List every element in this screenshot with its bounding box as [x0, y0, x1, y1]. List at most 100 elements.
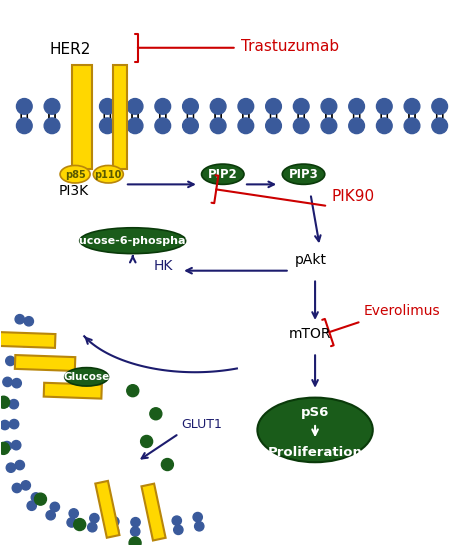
Circle shape [293, 118, 308, 134]
Circle shape [31, 493, 40, 502]
Circle shape [12, 483, 21, 492]
Circle shape [431, 118, 447, 134]
Text: Everolimus: Everolimus [363, 304, 439, 318]
Circle shape [173, 525, 182, 535]
Circle shape [150, 408, 162, 420]
Circle shape [126, 385, 138, 397]
Text: p110: p110 [94, 170, 122, 180]
Circle shape [24, 317, 33, 326]
Text: Trastuzumab: Trastuzumab [241, 39, 338, 54]
Circle shape [210, 118, 225, 134]
Circle shape [375, 118, 391, 134]
Text: HER2: HER2 [50, 42, 91, 57]
Polygon shape [0, 332, 56, 348]
Ellipse shape [60, 165, 90, 183]
Circle shape [9, 400, 19, 409]
Circle shape [12, 378, 21, 388]
Ellipse shape [64, 367, 108, 386]
Circle shape [50, 502, 59, 512]
Circle shape [69, 509, 78, 518]
Text: pS6: pS6 [300, 406, 329, 419]
Circle shape [15, 358, 24, 367]
Circle shape [88, 523, 97, 532]
Circle shape [193, 513, 202, 522]
Circle shape [15, 314, 25, 324]
Circle shape [3, 377, 12, 387]
Polygon shape [141, 484, 165, 541]
Circle shape [403, 98, 419, 114]
Circle shape [348, 98, 363, 114]
Circle shape [6, 463, 15, 472]
Circle shape [403, 118, 419, 134]
Circle shape [0, 420, 9, 430]
Circle shape [34, 493, 46, 505]
Circle shape [129, 537, 141, 546]
Circle shape [155, 98, 170, 114]
Circle shape [72, 98, 88, 114]
Circle shape [130, 527, 139, 536]
Polygon shape [15, 355, 75, 371]
Circle shape [109, 526, 119, 536]
Circle shape [44, 98, 60, 114]
Circle shape [67, 518, 76, 527]
Circle shape [210, 98, 225, 114]
Circle shape [151, 527, 161, 537]
Circle shape [155, 118, 170, 134]
Circle shape [127, 118, 143, 134]
Text: GLUT1: GLUT1 [181, 418, 222, 431]
Circle shape [100, 118, 115, 134]
Circle shape [152, 518, 161, 527]
Text: PIP3: PIP3 [288, 168, 318, 181]
Circle shape [0, 398, 9, 407]
Circle shape [46, 511, 55, 520]
Circle shape [15, 460, 25, 470]
Circle shape [238, 98, 253, 114]
Text: PI3K: PI3K [59, 185, 89, 198]
Circle shape [238, 118, 253, 134]
Circle shape [19, 337, 29, 347]
Ellipse shape [257, 397, 372, 462]
Circle shape [320, 118, 336, 134]
Circle shape [74, 519, 86, 531]
Circle shape [182, 98, 198, 114]
Circle shape [16, 118, 32, 134]
Circle shape [10, 335, 19, 345]
Circle shape [265, 98, 281, 114]
Ellipse shape [282, 164, 324, 185]
Circle shape [2, 441, 12, 451]
Circle shape [16, 98, 32, 114]
Ellipse shape [93, 165, 123, 183]
Circle shape [72, 118, 88, 134]
Ellipse shape [201, 164, 244, 185]
Circle shape [12, 441, 21, 450]
Text: HK: HK [153, 259, 173, 273]
Circle shape [0, 396, 10, 408]
Circle shape [375, 98, 391, 114]
Text: PIK90: PIK90 [331, 189, 374, 204]
Polygon shape [95, 481, 119, 538]
Circle shape [320, 98, 336, 114]
Circle shape [21, 480, 31, 490]
Circle shape [172, 516, 181, 525]
Circle shape [6, 357, 15, 366]
Circle shape [9, 419, 19, 429]
Circle shape [100, 98, 115, 114]
Text: Proliferation: Proliferation [267, 446, 362, 459]
Text: pAkt: pAkt [294, 253, 325, 267]
Text: PIP2: PIP2 [207, 168, 237, 181]
Ellipse shape [80, 228, 186, 253]
Text: Glucose-6-phosphate: Glucose-6-phosphate [67, 236, 199, 246]
Polygon shape [72, 66, 92, 169]
Circle shape [109, 517, 119, 526]
Polygon shape [44, 383, 101, 399]
Circle shape [140, 436, 152, 448]
Circle shape [127, 98, 143, 114]
Circle shape [131, 518, 140, 527]
Circle shape [161, 459, 173, 471]
Circle shape [89, 513, 99, 523]
Circle shape [348, 118, 363, 134]
Text: Glucose: Glucose [63, 372, 110, 382]
Circle shape [182, 118, 198, 134]
Circle shape [27, 501, 36, 511]
Polygon shape [113, 66, 127, 169]
